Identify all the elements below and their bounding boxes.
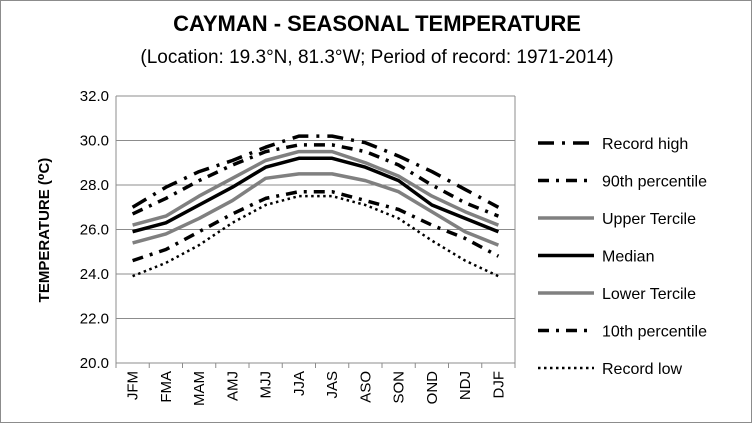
y-tick-label: 30.0	[80, 133, 109, 150]
legend-label: Record low	[602, 361, 682, 378]
x-tick-label: FMA	[158, 371, 175, 403]
axes: 20.0 22.0 24.0 26.0 28.0 30.0 32.0 JFM FMA MAM AMJ…	[80, 88, 516, 406]
legend-label: 90th percentile	[602, 174, 707, 191]
y-axis-label: TEMPERATURE (⁰C)	[36, 158, 53, 303]
legend-label: Record high	[602, 136, 688, 153]
y-tick-label: 26.0	[80, 222, 109, 239]
chart-subtitle: (Location: 19.3°N, 81.3°W; Period of rec…	[140, 47, 613, 68]
legend-label: 10th percentile	[602, 324, 707, 341]
x-tick-label: DJF	[490, 371, 507, 399]
chart-title: CAYMAN - SEASONAL TEMPERATURE	[173, 11, 581, 36]
series-line-median	[132, 156, 500, 234]
y-tick-label: 32.0	[80, 88, 109, 105]
x-tick-label: JFM	[125, 371, 142, 400]
series-line-10th-percentile	[132, 189, 500, 263]
x-tick-label: OND	[424, 371, 441, 405]
y-tick-label: 28.0	[80, 177, 109, 194]
legend-label: Lower Tercile	[602, 286, 696, 303]
y-tick-label: 24.0	[80, 266, 109, 283]
x-tick-label: NDJ	[457, 371, 474, 400]
x-tick-label: SON	[391, 371, 408, 404]
x-tick-label: MAM	[191, 371, 208, 406]
legend-label: Median	[602, 249, 654, 266]
series-line-lower-tercile	[132, 172, 500, 247]
x-tick-label: MJJ	[258, 371, 275, 399]
legend-label: Upper Tercile	[602, 211, 696, 228]
series-line-record-low	[132, 194, 499, 278]
series-lines	[131, 134, 500, 278]
gridlines	[116, 95, 515, 364]
x-tick-label: JAS	[324, 371, 341, 399]
series-line-record-high	[131, 134, 500, 209]
legend: Record high 90th percentile Upper Tercile M…	[538, 136, 707, 378]
y-tick-label: 20.0	[80, 355, 109, 372]
series-line-upper-tercile	[132, 149, 500, 227]
series-line-90th-percentile	[131, 143, 500, 218]
x-tick-label: JJA	[291, 371, 308, 396]
x-tick-label: ASO	[357, 371, 374, 403]
y-tick-label: 22.0	[80, 311, 109, 328]
x-tick-label: AMJ	[224, 371, 241, 401]
